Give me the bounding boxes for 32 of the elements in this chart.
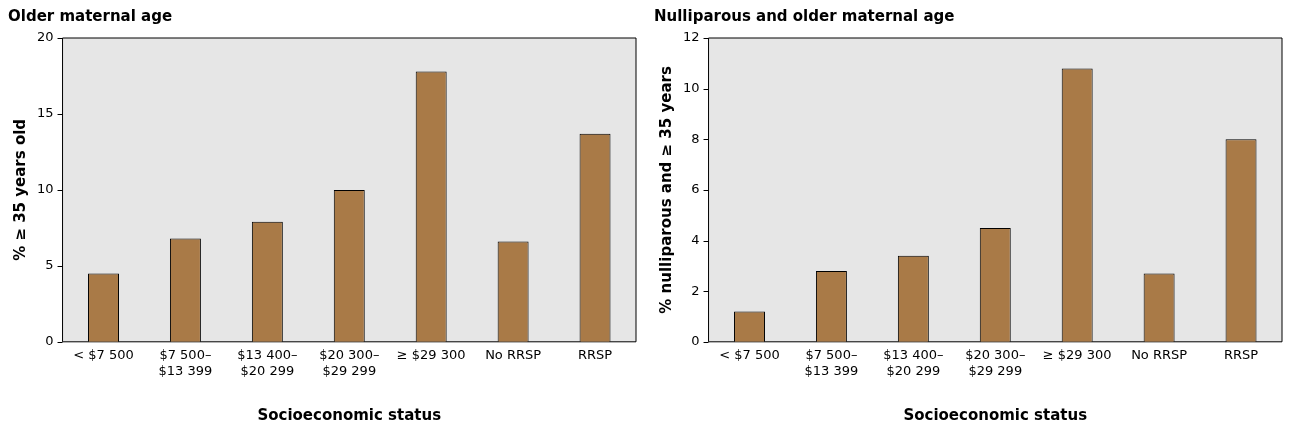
y-tick-label: 4 [691,231,700,247]
x-tick-label: $20 300–$29 299 [319,346,380,378]
x-tick-label: $13 400–$20 299 [883,346,944,378]
y-tick-label: 2 [691,282,700,298]
y-tick-label: 0 [691,333,700,349]
x-tick-label: $7 500–$13 399 [158,346,213,378]
y-tick-label: 12 [683,29,700,45]
y-tick-label: 6 [691,181,700,197]
y-tick-label: 8 [691,130,700,146]
y-tick-label: 5 [45,257,54,273]
x-tick-label: < $7 500 [73,346,134,362]
chart-title: Older maternal age [8,6,173,25]
x-tick-label: RRSP [1223,346,1259,362]
x-tick-label: < $7 500 [719,346,780,362]
x-axis-title: Socioeconomic status [903,405,1088,424]
y-tick-label: 15 [37,105,54,121]
x-tick-label: ≥ $29 300 [1042,346,1112,362]
x-tick-label: No RRSP [485,346,542,362]
x-tick-label: $20 300–$29 299 [965,346,1026,378]
x-tick-label: $7 500–$13 399 [804,346,859,378]
x-tick-label: ≥ $29 300 [396,346,466,362]
y-tick-label: 10 [37,181,54,197]
x-tick-label: RRSP [577,346,613,362]
y-tick-label: 0 [45,333,54,349]
x-axis-title: Socioeconomic status [257,405,442,424]
y-tick-label: 10 [683,80,700,96]
x-tick-label: $13 400–$20 299 [237,346,298,378]
chart-title: Nulliparous and older maternal age [654,6,955,25]
y-axis-title: % ≥ 35 years old [10,118,29,261]
y-axis-title: % nulliparous and ≥ 35 years [656,66,675,314]
x-tick-label: No RRSP [1131,346,1188,362]
y-tick-label: 20 [37,29,54,45]
